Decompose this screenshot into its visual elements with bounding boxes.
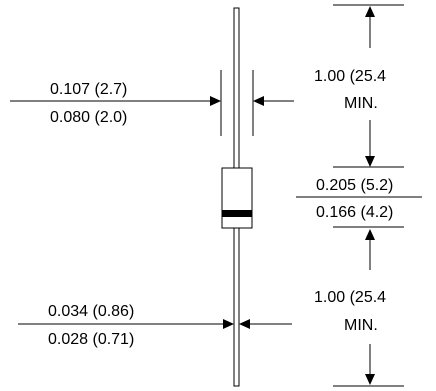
top-lead [233,7,240,169]
wire-diameter-arrow-left-pointing [239,319,250,329]
bottom-lead-arrow-up [365,229,375,240]
lead-diameter-arrow-right-pointing [210,96,221,106]
wire-diameter-min-label: 0.028 (0.71) [48,331,134,348]
wire-diameter-max-label: 0.034 (0.86) [48,303,134,320]
lead-diameter-max-label: 0.107 (2.7) [50,81,127,98]
lead-diameter-dimension: 0.107 (2.7) 0.080 (2.0) [10,70,294,136]
top-lead-length-dimension: 1.00 (25.4 MIN. [314,4,404,167]
body-length-max-label: 0.205 (5.2) [316,177,393,194]
wire-diameter-dimension: 0.034 (0.86) 0.028 (0.71) [18,303,292,348]
diode-body [221,167,253,229]
top-lead-length-value: 1.00 (25.4 [314,68,386,85]
bottom-lead-length-dimension: 1.00 (25.4 MIN. [314,229,404,387]
bottom-lead-length-qualifier: MIN. [344,317,378,334]
bottom-lead [233,227,240,387]
top-lead-arrow-down [365,156,375,167]
wire-diameter-arrow-right-pointing [223,319,234,329]
bottom-lead-arrow-down [365,374,375,385]
body-length-dimension: 0.205 (5.2) 0.166 (4.2) [296,166,422,228]
lead-diameter-arrow-left-pointing [253,96,264,106]
lead-diameter-min-label: 0.080 (2.0) [50,109,127,126]
cathode-band [222,210,252,217]
diode-component [221,7,253,387]
top-lead-arrow-up [365,6,375,17]
body-length-min-label: 0.166 (4.2) [316,204,393,221]
bottom-lead-length-value: 1.00 (25.4 [314,289,386,306]
top-lead-length-qualifier: MIN. [344,95,378,112]
